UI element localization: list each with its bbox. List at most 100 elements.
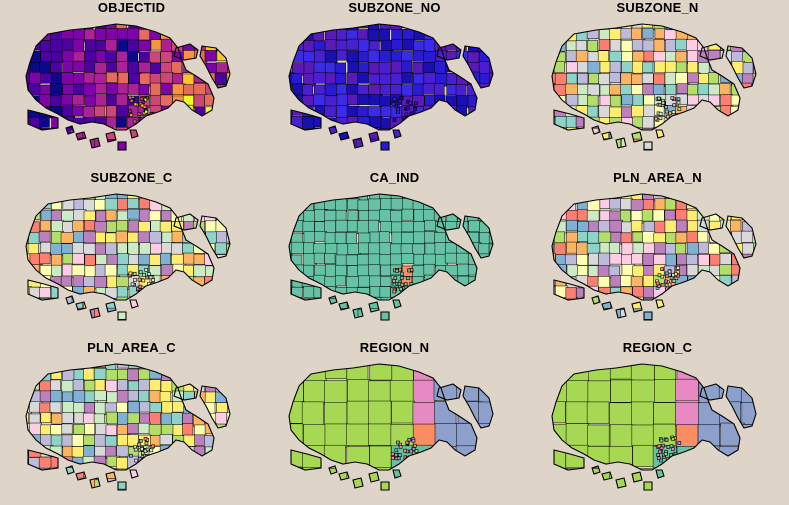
- map-region-cell: [608, 489, 633, 490]
- map-region-cell: [116, 220, 128, 232]
- map-region-cell: [434, 423, 458, 448]
- map-region-cell: [599, 61, 611, 74]
- map-region-cell: [608, 446, 633, 470]
- map-region-cell: [346, 446, 370, 469]
- map-region-cell: [49, 39, 63, 53]
- map-region-cell: [489, 198, 493, 210]
- map-region-cell: [390, 149, 402, 150]
- map-region-cell: [291, 116, 304, 128]
- map-region-cell: [27, 297, 39, 311]
- map-region-cell: [664, 438, 669, 442]
- map-region-cell: [181, 287, 195, 300]
- map-region-cell: [215, 116, 228, 128]
- island-outline: [615, 307, 627, 319]
- map-region-cell: [654, 467, 678, 490]
- map-region-cell: [400, 282, 405, 287]
- map-region-cell: [129, 453, 133, 458]
- map-region-cell: [378, 28, 390, 42]
- map-region-cell: [609, 198, 622, 210]
- map-region-cell: [720, 287, 734, 301]
- island-outline: [655, 469, 665, 479]
- map-region-cell: [435, 319, 449, 320]
- island-outline: [129, 299, 139, 309]
- map-region-cell: [205, 138, 216, 150]
- map-region-cell: [133, 447, 138, 452]
- map-region-cell: [336, 24, 347, 30]
- island-outline: [462, 215, 494, 259]
- map-region-cell: [489, 194, 493, 200]
- map-region-cell: [303, 319, 316, 320]
- map-region-cell: [324, 318, 336, 320]
- map-region-cell: [630, 199, 644, 213]
- map-region-cell: [407, 459, 412, 464]
- island-outline: [89, 307, 101, 319]
- map-region-cell: [456, 297, 468, 311]
- map-region-cell: [586, 210, 600, 222]
- map-region-cell: [565, 83, 579, 96]
- map-region-cell: [414, 101, 418, 106]
- map-region-cell: [641, 24, 653, 29]
- map-region-cell: [29, 29, 42, 44]
- map-region-cell: [741, 274, 753, 289]
- map-region-cell: [26, 489, 30, 490]
- map-region-cell: [73, 230, 85, 244]
- choropleth-map: [288, 363, 494, 491]
- panel-title: PLN_AREA_N: [613, 170, 702, 185]
- map-region-cell: [51, 220, 64, 233]
- map-region-cell: [664, 198, 676, 211]
- map-region-cell: [61, 194, 74, 201]
- map-region-cell: [346, 364, 369, 382]
- map-region-cell: [609, 253, 622, 265]
- map-region-cell: [161, 318, 174, 320]
- map-region-cell: [672, 289, 677, 293]
- map-region-cell: [576, 309, 588, 320]
- map-region-cell: [303, 210, 317, 222]
- map-region-cell: [686, 39, 699, 52]
- map-region-cell: [28, 364, 42, 372]
- map-region-cell: [731, 139, 745, 150]
- map-region-cell: [324, 149, 338, 150]
- map-region-cell: [575, 116, 587, 128]
- map-region-cell: [139, 321, 150, 334]
- map-region-cell: [609, 71, 621, 83]
- map-region-cell: [127, 380, 141, 392]
- map-region-cell: [698, 307, 712, 320]
- map-region-cell: [467, 84, 479, 98]
- map-region-cell: [26, 275, 30, 287]
- map-region-cell: [226, 39, 230, 52]
- map-region-cell: [565, 24, 578, 31]
- map-region-cell: [654, 242, 667, 254]
- map-region-cell: [718, 199, 732, 212]
- map-region-cell: [609, 84, 623, 96]
- map-region-cell: [26, 197, 29, 211]
- map-region-cell: [730, 199, 743, 213]
- map-region-cell: [225, 378, 230, 392]
- island-outline: [65, 295, 75, 305]
- island-outline: [725, 45, 757, 89]
- map-region-cell: [753, 242, 756, 256]
- map-region-cell: [587, 446, 612, 469]
- map-region-cell: [401, 253, 415, 265]
- map-region-cell: [127, 434, 139, 447]
- map-region-cell: [83, 319, 96, 320]
- map-region-cell: [719, 253, 732, 266]
- map-region-cell: [399, 276, 404, 280]
- map-region-cell: [576, 149, 588, 150]
- map-region-cell: [193, 402, 207, 415]
- map-region-cell: [83, 210, 96, 222]
- map-region-cell: [642, 253, 655, 266]
- map-region-cell: [137, 457, 150, 469]
- map-region-cell: [171, 412, 183, 426]
- map-region-cell: [423, 253, 436, 265]
- map-region-cell: [753, 94, 756, 108]
- map-region-cell: [446, 127, 460, 140]
- map-region-cell: [139, 401, 151, 413]
- map-region-cell: [72, 39, 85, 53]
- map-region-cell: [93, 368, 107, 380]
- map-region-cell: [413, 296, 427, 310]
- map-region-cell: [193, 28, 206, 40]
- map-region-cell: [347, 488, 370, 490]
- map-region-cell: [674, 194, 687, 199]
- map-region-cell: [552, 468, 568, 490]
- map-region-cell: [289, 252, 292, 266]
